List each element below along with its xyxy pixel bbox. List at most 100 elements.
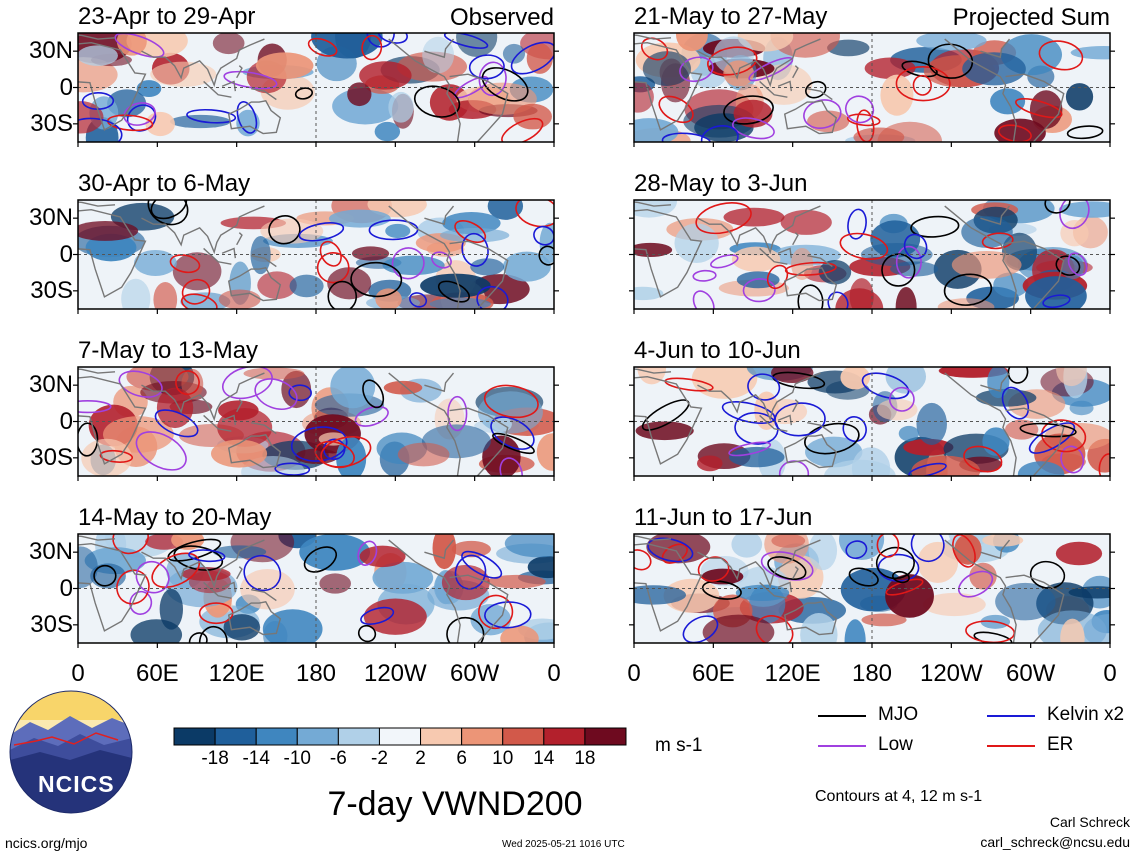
undefined (962, 52, 1026, 86)
footer-link[interactable]: ncics.org/mjo (5, 835, 88, 851)
contour (151, 552, 201, 588)
y-tick-label: 30N (28, 371, 73, 399)
contour (288, 384, 312, 402)
contour (294, 87, 314, 100)
y-tick-label: 30S (30, 443, 73, 471)
x-tick-label: 120W (919, 660, 983, 687)
undefined (255, 52, 314, 79)
undefined (78, 220, 139, 241)
contour (846, 113, 881, 127)
contour (175, 370, 200, 396)
contour (876, 534, 900, 558)
contour (981, 232, 1014, 250)
undefined (807, 110, 850, 133)
undefined (159, 588, 183, 630)
colorbar-tick-label: -18 (201, 748, 229, 769)
undefined (451, 540, 491, 558)
contour (118, 370, 163, 398)
coastline (449, 240, 509, 309)
contour (484, 601, 532, 629)
undefined (642, 51, 691, 87)
undefined (723, 207, 785, 227)
undefined (916, 33, 987, 51)
contour (861, 372, 910, 400)
undefined (877, 121, 943, 142)
undefined (210, 439, 268, 468)
contour (845, 540, 868, 560)
undefined (1068, 586, 1110, 599)
undefined (134, 249, 177, 276)
contour (366, 33, 395, 48)
contour (701, 580, 742, 600)
x-tick-label: 0 (1103, 660, 1117, 687)
coastline (634, 535, 1011, 560)
undefined (121, 278, 151, 309)
x-tick-label: 120E (764, 660, 821, 687)
panel-title: 28-May to 3-Jun (634, 170, 808, 197)
colorbar-tick-label: 6 (456, 748, 467, 769)
x-tick-label: 120W (363, 660, 427, 687)
contour (908, 462, 947, 476)
undefined (263, 621, 288, 643)
legend-label: ER (1047, 734, 1074, 755)
contour (742, 278, 776, 303)
undefined (311, 33, 383, 59)
coastline (634, 208, 703, 298)
undefined (243, 367, 305, 380)
coastline (697, 372, 821, 422)
contour (223, 70, 278, 90)
contour (116, 569, 150, 605)
undefined (895, 287, 917, 309)
contour (963, 445, 1003, 473)
coastline (634, 201, 1011, 226)
contour (661, 543, 688, 564)
contour (78, 422, 99, 457)
footer-timestamp: Wed 2025-05-21 1016 UTC (502, 839, 625, 850)
undefined (432, 534, 457, 570)
undefined (800, 613, 838, 643)
chart-title: 7-day VWND200 (327, 785, 583, 823)
column-label: Projected Sum (952, 4, 1110, 31)
colorbar-tick-label: -14 (242, 748, 270, 769)
coastline (759, 65, 833, 101)
panel-title: 4-Jun to 10-Jun (634, 337, 801, 364)
contour (710, 254, 739, 269)
undefined (1060, 220, 1089, 247)
undefined (397, 442, 450, 467)
undefined (359, 61, 412, 90)
undefined (374, 121, 401, 142)
contour (844, 95, 875, 124)
colorbar-swatch (173, 727, 216, 746)
undefined (78, 546, 98, 589)
contour (903, 233, 928, 260)
contour (1044, 200, 1071, 214)
colorbar-swatch (214, 727, 257, 746)
undefined (513, 103, 552, 130)
undefined (351, 246, 390, 261)
contour (658, 95, 694, 124)
coastline (141, 539, 265, 589)
coastline (388, 539, 461, 643)
contour (957, 570, 994, 598)
undefined (818, 259, 852, 285)
coastline (449, 73, 509, 142)
contour (188, 632, 208, 643)
colorbar-tick-label: -2 (371, 748, 388, 769)
y-tick-label: 0 (59, 407, 73, 435)
undefined (994, 118, 1046, 142)
contour (377, 33, 408, 44)
undefined (330, 367, 376, 409)
contour (901, 60, 938, 78)
undefined (116, 33, 147, 56)
contour (188, 549, 226, 563)
undefined (1061, 255, 1085, 280)
contour (774, 402, 826, 437)
undefined (987, 367, 1010, 399)
undefined (153, 282, 178, 309)
colorbar-tick-label: -10 (283, 748, 311, 769)
undefined (181, 567, 231, 581)
colorbar-swatch (502, 727, 545, 746)
coastline (944, 539, 1017, 643)
contour (481, 67, 529, 102)
coastline (697, 539, 821, 589)
